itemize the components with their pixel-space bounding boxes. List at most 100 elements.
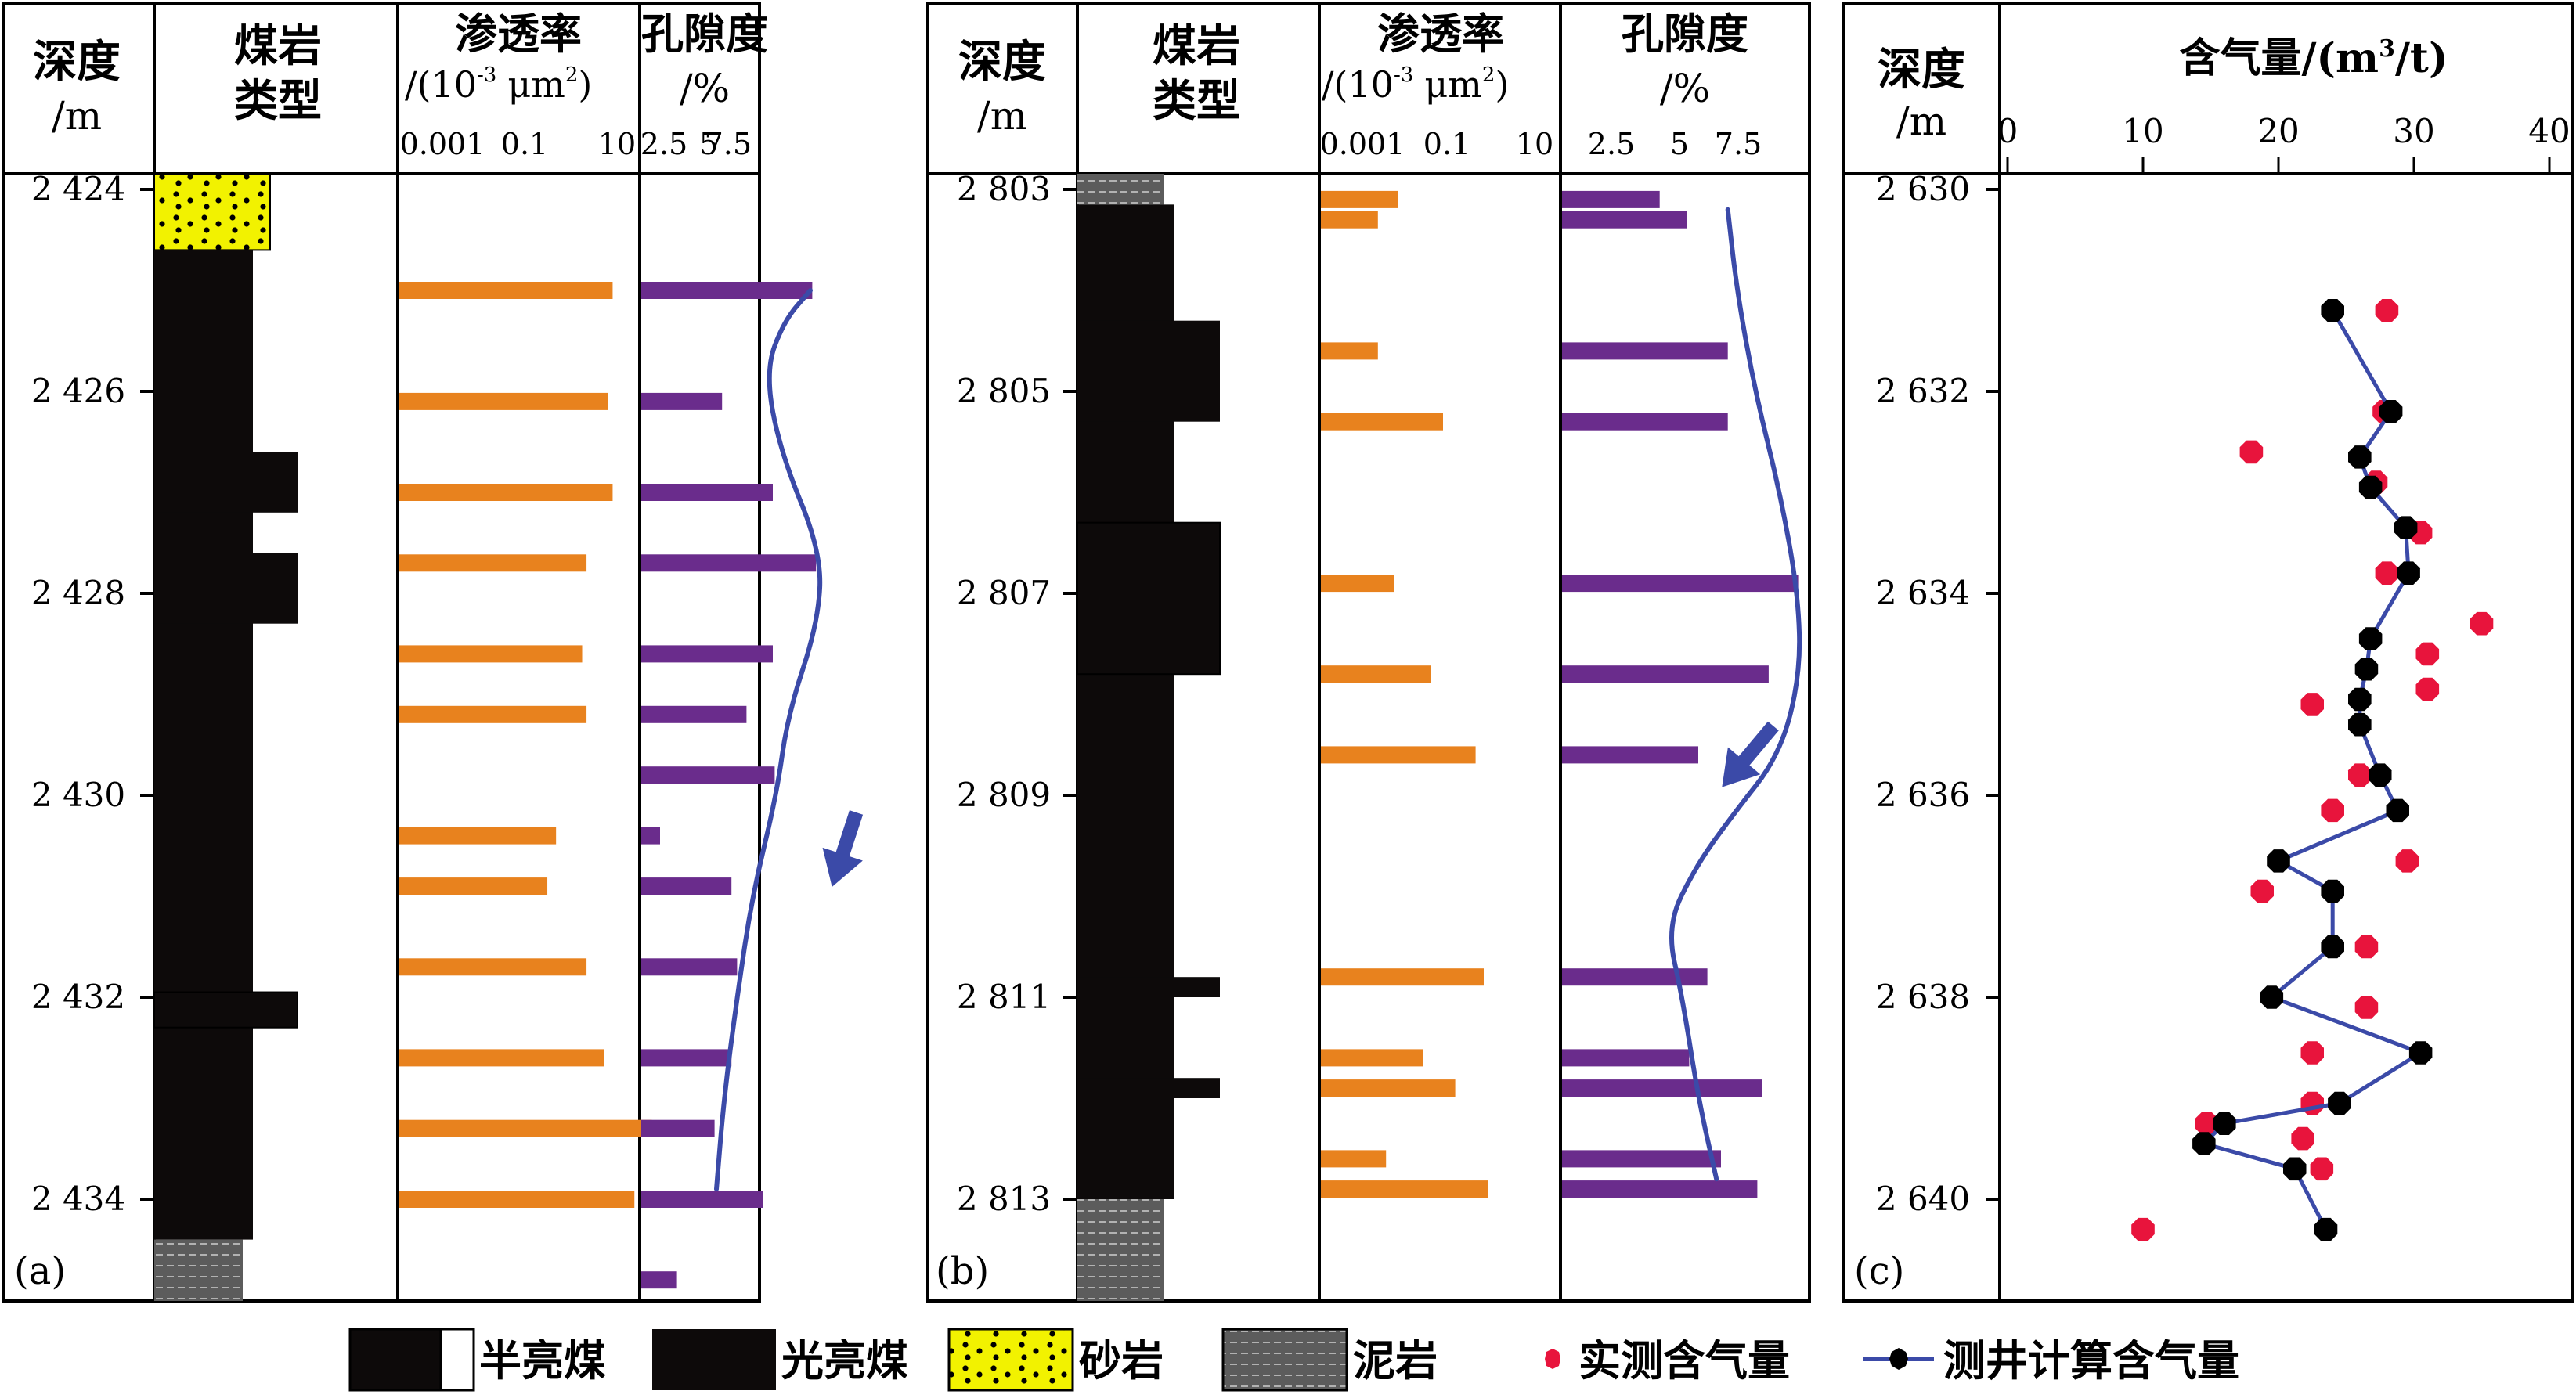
legend-sandstone-swatch [947, 1328, 1074, 1392]
panel-b-depth-axis: 2 803 2 805 2 807 2 809 2 811 2 813 [957, 170, 1077, 1218]
permeability-bar [1321, 190, 1398, 208]
calculated-gas-line [2199, 309, 2426, 1230]
permeability-bar [399, 554, 587, 572]
panel-a-perm-tick-1: 0.001 [400, 127, 485, 161]
panel-c-frame [1842, 2, 2574, 1303]
depth-tick-label: 2 638 [1876, 978, 1970, 1016]
panel-b-coal-type-header-1: 煤岩 [1153, 20, 1240, 72]
depth-tick-label: 2 634 [1876, 574, 1970, 612]
panel-c-depth-header: 深度 [1878, 44, 1965, 95]
panel-a-lithology-column [153, 173, 298, 1301]
panel-a-coal-type-header-1: 煤岩 [234, 20, 322, 72]
permeability-bar [1321, 342, 1378, 360]
lithology-mudstone [154, 1239, 243, 1301]
panel-a-perm-header: 渗透率 [455, 9, 582, 59]
legend-bright-swatch [652, 1329, 776, 1390]
depth-tick-label: 2 630 [1876, 170, 1970, 208]
porosity-bar [641, 392, 723, 410]
measured-gas-point [2415, 677, 2440, 701]
permeability-bar [399, 877, 548, 895]
panel-b-perm-tick-2: 0.1 [1423, 127, 1470, 161]
porosity-bar [1562, 342, 1728, 360]
gas-x-tick-label: 40 [2528, 112, 2570, 150]
measured-gas-point [2300, 693, 2324, 716]
measured-gas-point [2195, 1112, 2219, 1135]
panel-c-label: (c) [1854, 1249, 1904, 1293]
panel-a-depth-axis: 2 424 2 426 2 428 2 430 2 432 2 434 [31, 170, 154, 1218]
calculated-gas-point [2314, 1217, 2338, 1241]
panel-a-depth-unit: /m [52, 93, 102, 139]
depth-tick-label: 2 434 [31, 1180, 125, 1218]
legend-sandstone-label: 砂岩 [1079, 1335, 1164, 1385]
legend-measured-label: 实测含气量 [1578, 1335, 1790, 1385]
permeability-bar [399, 827, 557, 845]
calculated-gas-point [2379, 400, 2403, 423]
lithology-semi-bright-coal [1077, 521, 1221, 676]
depth-tick-label: 2 424 [31, 170, 125, 208]
panel-b-perm-unit: /(10-3 μm2) [1322, 63, 1509, 106]
legend-semi-bright-gap [439, 1328, 475, 1392]
panel-b-perm-header: 渗透率 [1377, 9, 1504, 59]
lithology-mudstone [1077, 1199, 1164, 1301]
panel-c-x-axis: 0 10 20 30 40 [1997, 112, 2571, 174]
panel-a-poro-tick-2: 5 [699, 127, 718, 161]
panel-a-perm-tick-2: 0.1 [501, 127, 548, 161]
calculated-gas-point [2394, 516, 2418, 539]
measured-gas-point [2470, 611, 2494, 636]
panel-b-porosity-bars [1562, 190, 1799, 1198]
measured-gas-point [2250, 879, 2274, 903]
depth-tick-label: 2 813 [957, 1180, 1051, 1218]
porosity-bar [641, 958, 738, 976]
panel-a-poro-tick-3: 7.5 [705, 127, 752, 161]
panel-b-trend-arrow [1722, 721, 1779, 787]
depth-tick-label: 2 805 [957, 372, 1051, 410]
porosity-bar [1562, 575, 1799, 593]
depth-tick-label: 2 432 [31, 978, 125, 1016]
porosity-bar [1562, 968, 1708, 986]
calculated-gas-point [2283, 1157, 2307, 1181]
calculated-gas-point [2348, 445, 2372, 469]
permeability-bar [399, 484, 613, 501]
lithology-bright-coal-wide [1077, 977, 1220, 997]
porosity-trend-line [714, 288, 823, 1192]
lithology-bright-coal-wide [154, 553, 298, 624]
porosity-bar [1562, 413, 1728, 431]
depth-tick-label: 2 430 [31, 776, 125, 814]
porosity-bar [641, 554, 817, 572]
panel-a-trend-arrow [822, 810, 864, 888]
legend-mudstone-label: 泥岩 [1353, 1335, 1438, 1385]
porosity-bar [641, 877, 732, 895]
legend-calculated-label: 测井计算含气量 [1943, 1335, 2239, 1385]
permeability-bar [1321, 968, 1484, 986]
measured-gas-point [2375, 299, 2399, 322]
gas-x-tick-label: 20 [2257, 112, 2299, 150]
porosity-bar [1562, 1049, 1690, 1067]
panel-a-perm-unit: /(10-3 μm2) [405, 63, 592, 106]
permeability-bar [399, 1191, 635, 1208]
calculated-gas-point [2260, 985, 2284, 1009]
legend-calculated-marker [1889, 1348, 1908, 1370]
porosity-bar [641, 1119, 715, 1137]
panel-b-poro-tick-1: 2.5 [1588, 127, 1635, 161]
measured-gas-point [2239, 440, 2264, 464]
calculated-gas-point [2321, 879, 2344, 903]
depth-tick-label: 2 426 [31, 372, 125, 410]
panel-b-poro-tick-2: 5 [1670, 127, 1689, 161]
porosity-bar [1562, 190, 1660, 208]
depth-tick-label: 2 809 [957, 776, 1051, 814]
depth-tick-label: 2 811 [957, 978, 1051, 1016]
measured-gas-point [2300, 1041, 2324, 1065]
porosity-bar [641, 645, 773, 663]
measured-gas-point [2375, 561, 2399, 585]
legend-measured-marker [1545, 1349, 1560, 1369]
calculated-gas-point [2321, 299, 2344, 322]
permeability-bar [1321, 746, 1476, 764]
panel-b-depth-unit: /m [977, 93, 1027, 139]
measured-gas-point [2310, 1157, 2334, 1181]
panel-a-permeability-bars [399, 282, 652, 1208]
lithology-bright-coal-wide [154, 452, 298, 513]
panel-b-poro-frame [1559, 2, 1811, 1303]
panel-a-label: (a) [14, 1249, 66, 1293]
lithology-sandstone [153, 173, 271, 251]
permeability-bar [399, 282, 613, 299]
